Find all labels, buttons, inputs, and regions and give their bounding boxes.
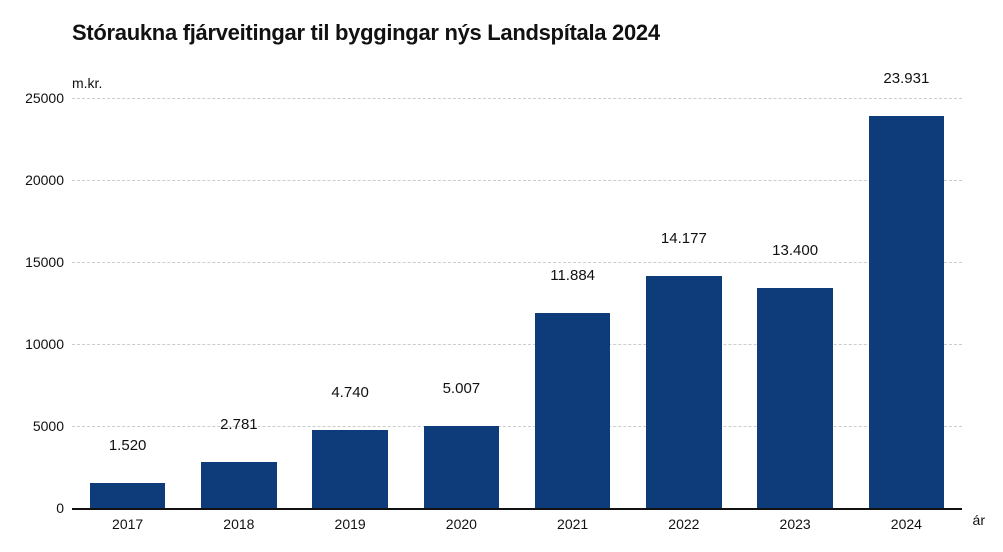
bar-value-label: 1.520 xyxy=(75,437,181,460)
bar-value-label: 11.884 xyxy=(520,267,626,290)
chart-title: Stóraukna fjárveitingar til byggingar ný… xyxy=(0,20,1003,46)
x-tick-label: 2020 xyxy=(408,508,514,532)
x-tick-label: 2021 xyxy=(520,508,626,532)
bar xyxy=(312,430,388,508)
bar-value-label: 13.400 xyxy=(742,242,848,265)
bar xyxy=(535,313,611,508)
bar xyxy=(869,116,945,508)
y-tick-label: 10000 xyxy=(14,336,64,352)
x-tick-label: 2023 xyxy=(742,508,848,532)
bar-slot: 14.1772022 xyxy=(646,98,722,508)
bar-value-label: 14.177 xyxy=(631,230,737,253)
bar xyxy=(646,276,722,509)
bar-slot: 13.4002023 xyxy=(757,98,833,508)
y-tick-label: 5000 xyxy=(14,418,64,434)
bar-value-label: 5.007 xyxy=(408,380,514,403)
y-tick-label: 15000 xyxy=(14,254,64,270)
x-tick-label: 2024 xyxy=(853,508,959,532)
x-tick-label: 2017 xyxy=(75,508,181,532)
bar-slot: 1.5202017 xyxy=(90,98,166,508)
bar-value-label: 23.931 xyxy=(853,70,959,93)
y-axis-unit-label: m.kr. xyxy=(72,75,102,91)
y-tick-label: 0 xyxy=(14,500,64,516)
bar xyxy=(757,288,833,508)
bar-value-label: 4.740 xyxy=(297,384,403,407)
bar-slot: 4.7402019 xyxy=(312,98,388,508)
x-tick-label: 2018 xyxy=(186,508,292,532)
chart-container: Stóraukna fjárveitingar til byggingar ný… xyxy=(0,0,1003,552)
y-tick-label: 20000 xyxy=(14,172,64,188)
bar xyxy=(90,483,166,508)
bar xyxy=(201,462,277,508)
bar xyxy=(424,426,500,508)
plot-area: 05000100001500020000250001.52020172.7812… xyxy=(72,98,962,508)
y-tick-label: 25000 xyxy=(14,90,64,106)
x-tick-label: 2022 xyxy=(631,508,737,532)
bars-group: 1.5202017 2.7812018 4.7402019 5.0072020 11.8… xyxy=(72,98,962,508)
x-tick-label: 2019 xyxy=(297,508,403,532)
bar-slot: 5.0072020 xyxy=(424,98,500,508)
bar-slot: 11.8842021 xyxy=(535,98,611,508)
bar-slot: 23.9312024 xyxy=(869,98,945,508)
bar-slot: 2.7812018 xyxy=(201,98,277,508)
bar-value-label: 2.781 xyxy=(186,416,292,439)
x-axis-unit-label: ár xyxy=(973,512,985,528)
